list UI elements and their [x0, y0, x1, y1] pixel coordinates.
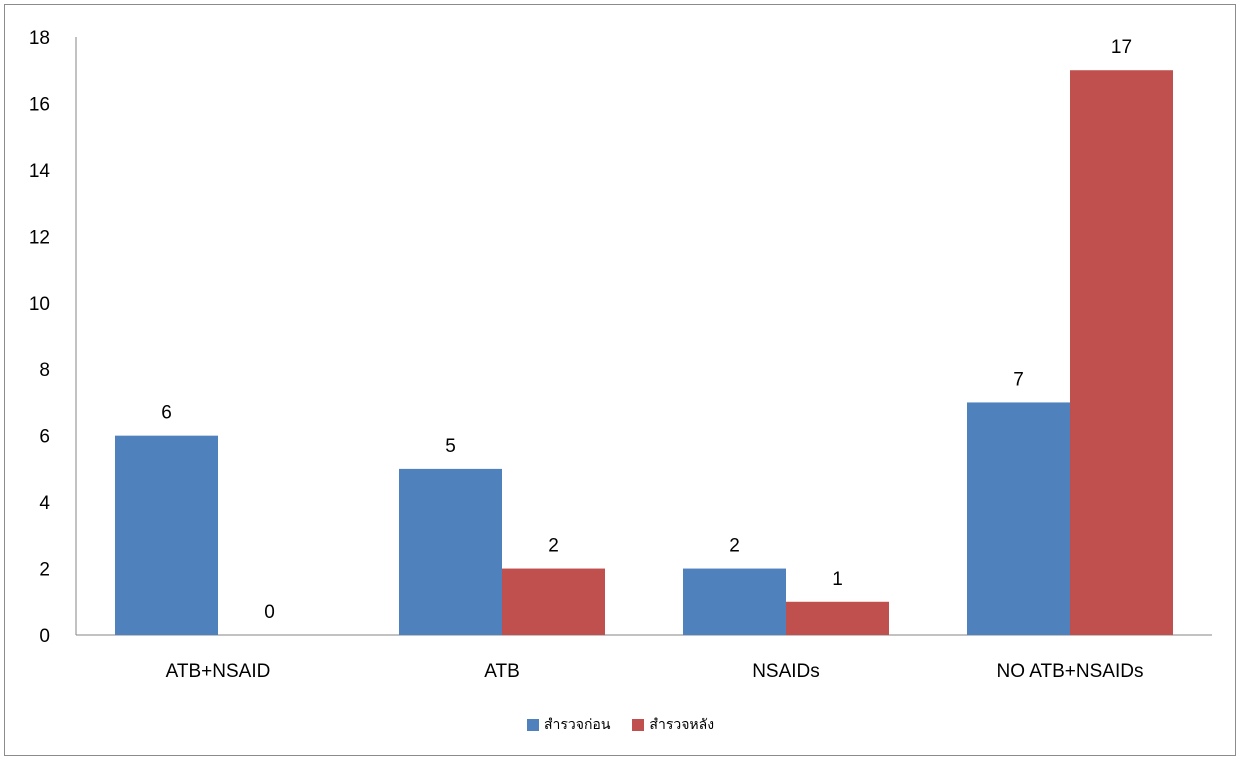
legend-item-after: สำรวจหลัง: [632, 714, 714, 736]
y-tick-label: 8: [39, 360, 50, 381]
category-label: ATB+NSAID: [166, 661, 271, 682]
bar: [967, 402, 1070, 635]
bar: [786, 601, 889, 635]
data-label: 5: [445, 436, 456, 457]
data-label: 17: [1111, 37, 1132, 58]
y-tick-label: 10: [29, 294, 50, 315]
bar: [683, 568, 786, 635]
category-label: NO ATB+NSAIDs: [997, 661, 1144, 682]
legend-label-before: สำรวจก่อน: [543, 717, 611, 733]
bars: [115, 70, 1173, 635]
y-axis: 0 2 4 6 8 10 12 14 16 18: [29, 28, 77, 647]
category-label: ATB: [484, 661, 520, 682]
bar: [1070, 70, 1173, 635]
legend-swatch-after: [632, 719, 645, 731]
legend: สำรวจก่อน สำรวจหลัง: [0, 714, 1241, 736]
bar: [399, 468, 502, 635]
y-tick-label: 14: [29, 161, 51, 182]
y-tick-label: 4: [39, 493, 50, 514]
bar: [502, 568, 605, 635]
y-tick-label: 6: [39, 427, 50, 448]
legend-swatch-before: [526, 719, 539, 731]
y-tick-label: 12: [29, 227, 50, 248]
y-tick-label: 16: [29, 94, 50, 115]
data-label: 2: [548, 536, 559, 557]
y-tick-label: 2: [39, 560, 50, 581]
data-label: 1: [832, 569, 843, 590]
legend-label-after: สำรวจหลัง: [649, 717, 715, 733]
data-label: 7: [1013, 369, 1024, 390]
bar: [115, 435, 218, 635]
x-axis: ATB+NSAID ATB NSAIDs NO ATB+NSAIDs: [76, 634, 1212, 682]
y-tick-label: 18: [29, 28, 50, 49]
y-tick-label: 0: [39, 626, 50, 647]
data-label: 2: [729, 536, 740, 557]
data-label: 0: [264, 602, 275, 623]
category-label: NSAIDs: [752, 661, 820, 682]
data-label: 6: [161, 403, 172, 424]
legend-item-before: สำรวจก่อน: [526, 714, 611, 736]
